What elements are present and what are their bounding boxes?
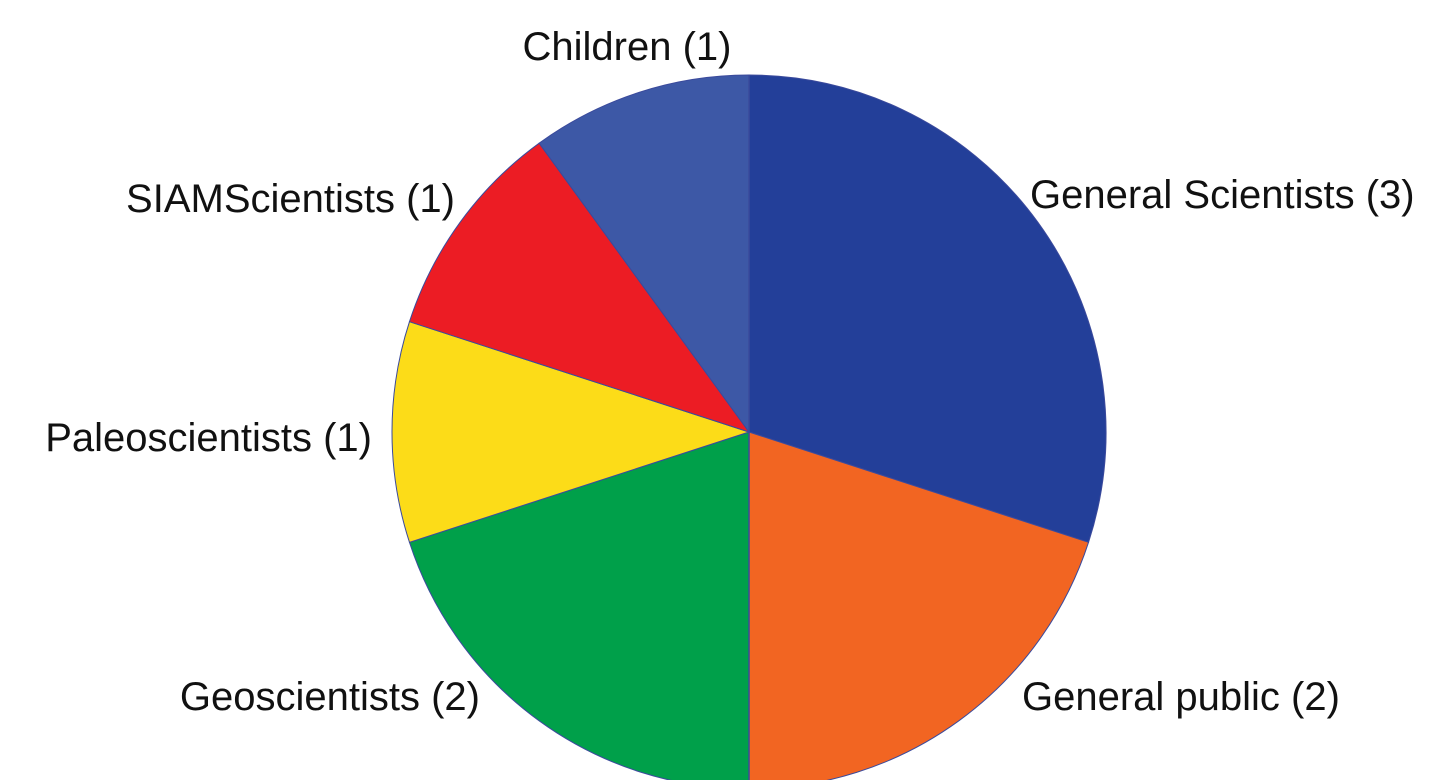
pie-slice-siamscientists bbox=[408, 142, 751, 433]
pie-slice-paleoscientists bbox=[391, 321, 751, 543]
pie-slice-general-public bbox=[748, 431, 1090, 780]
labels-layer: General Scientists (3) General public (2)… bbox=[45, 25, 1414, 719]
pie-slice-general-scientists bbox=[748, 74, 1107, 543]
slice-label-children: Children (1) bbox=[523, 25, 732, 69]
slices-layer bbox=[391, 74, 1107, 780]
slice-label-general-public: General public (2) bbox=[1022, 675, 1340, 719]
slice-label-siamscientists: SIAMScientists (1) bbox=[126, 177, 455, 221]
slice-label-paleoscientists: Paleoscientists (1) bbox=[45, 416, 372, 460]
slice-label-general-scientists: General Scientists (3) bbox=[1030, 173, 1415, 217]
pie-slice-geoscientists bbox=[408, 431, 750, 780]
slice-label-geoscientists: Geoscientists (2) bbox=[180, 675, 480, 719]
pie-slice-children bbox=[538, 74, 750, 434]
